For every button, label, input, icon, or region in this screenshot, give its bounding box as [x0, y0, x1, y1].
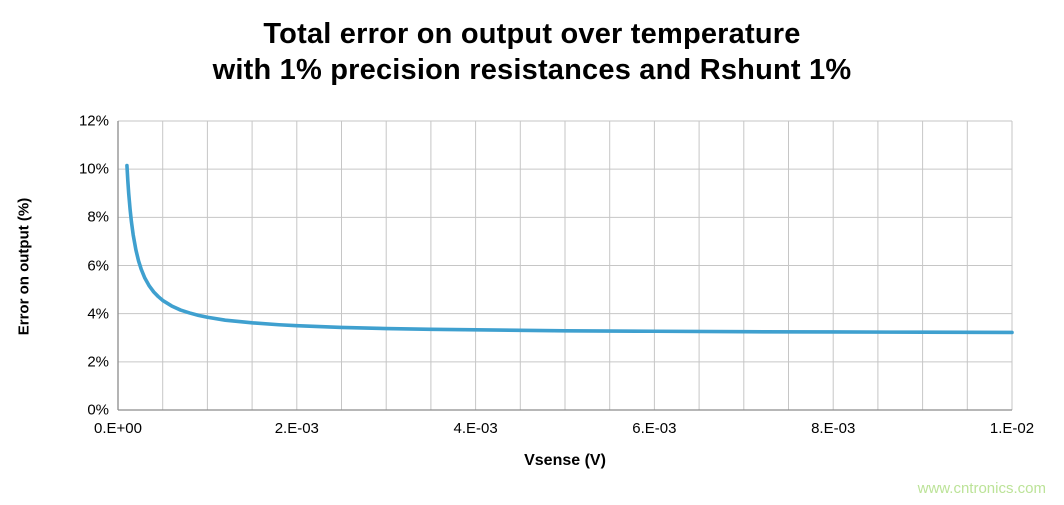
y-tick-label: 0% [87, 401, 109, 419]
x-tick-label: 2.E-03 [274, 420, 319, 437]
chart-title: Total error on output over temperature w… [0, 16, 1064, 88]
x-tick-label: 0.E+00 [94, 420, 142, 437]
y-tick-label: 4% [87, 305, 109, 323]
y-tick-label: 2% [87, 353, 109, 371]
x-tick-label: 4.E-03 [453, 420, 498, 437]
y-tick-label: 12% [78, 112, 109, 130]
x-tick-label: 1.E-02 [989, 420, 1035, 437]
y-tick-label: 6% [87, 257, 109, 274]
chart-title-line-2: with 1% precision resistances and Rshunt… [212, 54, 852, 86]
x-tick-label: 6.E-03 [632, 420, 677, 437]
y-tick-label: 10% [78, 160, 109, 178]
chart-title-line-1: Total error on output over temperature [263, 18, 801, 50]
x-axis-title: Vsense (V) [524, 452, 606, 469]
watermark-text: www.cntronics.com [917, 480, 1046, 497]
y-tick-label: 8% [87, 208, 109, 226]
series-curve [125, 163, 1014, 335]
x-tick-label: 8.E-03 [811, 420, 856, 437]
